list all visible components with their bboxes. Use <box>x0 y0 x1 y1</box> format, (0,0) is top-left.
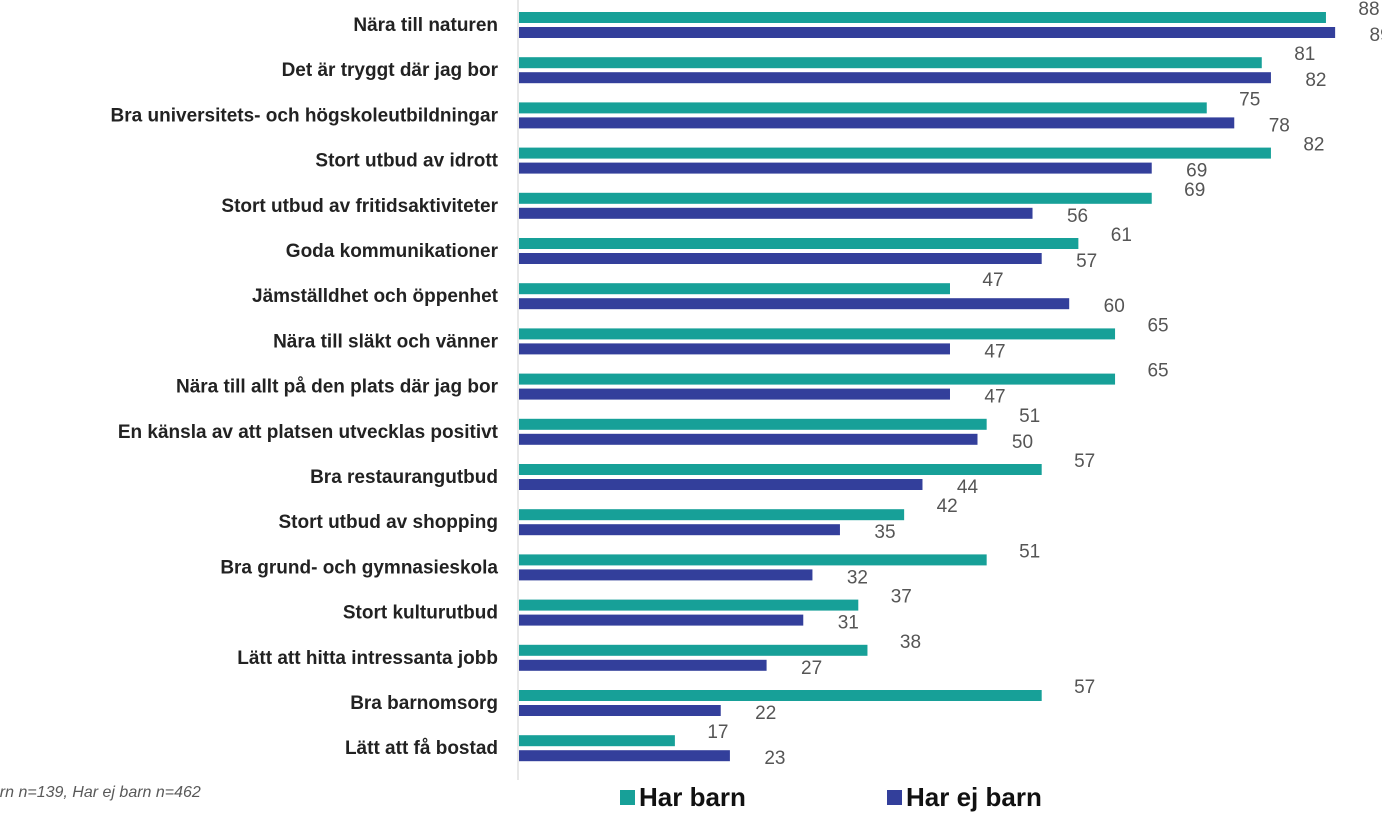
bar-chart: Nära till naturen Det är tryggt där jag b… <box>111 0 1382 780</box>
value-label: 57 <box>1074 677 1095 698</box>
category-label: Bra restaurangutbud <box>310 467 498 488</box>
bar-har-ej-barn <box>519 72 1271 84</box>
bar-har-barn <box>519 192 1152 204</box>
category-label: Det är tryggt där jag bor <box>282 60 499 81</box>
bar-har-ej-barn <box>519 569 813 581</box>
value-label: 78 <box>1269 115 1290 136</box>
category-label: Bra universitets- och högskoleutbildning… <box>111 105 499 126</box>
value-label: 69 <box>1186 161 1207 182</box>
bar-har-ej-barn <box>519 750 730 762</box>
value-label: 75 <box>1239 89 1260 110</box>
bar-har-barn <box>519 147 1271 159</box>
value-label: 47 <box>984 341 1005 362</box>
bar-har-ej-barn <box>519 117 1235 129</box>
value-label: 89 <box>1370 25 1382 46</box>
value-label: 56 <box>1067 206 1088 227</box>
bar-har-ej-barn <box>519 253 1042 264</box>
bar-har-barn <box>519 12 1326 23</box>
legend-item-har-barn: Har barn <box>620 782 746 813</box>
value-label: 57 <box>1074 451 1095 472</box>
value-label: 31 <box>838 613 859 634</box>
value-label: 37 <box>891 587 912 608</box>
bar-har-ej-barn <box>519 207 1033 219</box>
value-label: 57 <box>1076 251 1097 272</box>
value-label: 47 <box>984 387 1005 408</box>
value-label: 27 <box>801 658 822 679</box>
category-label: Goda kommunikationer <box>286 241 499 262</box>
value-label: 65 <box>1147 361 1168 382</box>
legend-label-har-barn: Har barn <box>639 782 746 812</box>
category-label: Stort utbud av fritidsaktiviteter <box>221 196 498 217</box>
legend-swatch-har-barn <box>620 790 635 805</box>
bar-har-ej-barn <box>519 659 767 671</box>
bar-har-barn <box>519 464 1042 475</box>
legend-swatch-har-ej-barn <box>887 790 902 805</box>
value-label: 61 <box>1111 225 1132 246</box>
value-label: 65 <box>1147 315 1168 336</box>
sample-size-note: barn n=139, Har ej barn n=462 <box>0 784 201 801</box>
category-label: Nära till släkt och vänner <box>273 331 499 352</box>
bar-har-ej-barn <box>519 388 950 400</box>
value-label: 82 <box>1303 135 1324 156</box>
category-label: Stort kulturutbud <box>343 603 498 624</box>
legend-item-har-ej-barn: Har ej barn <box>887 782 1042 813</box>
category-label: Jämställdhet och öppenhet <box>252 286 499 307</box>
category-label: En känsla av att platsen utvecklas posit… <box>118 422 499 443</box>
bar-har-ej-barn <box>519 27 1336 38</box>
category-label: Bra grund- och gymnasieskola <box>220 557 498 578</box>
category-label: Nära till naturen <box>353 15 498 36</box>
category-label: Stort utbud av shopping <box>278 512 498 533</box>
bar-har-barn <box>519 238 1079 249</box>
value-label: 32 <box>847 567 868 588</box>
value-label: 44 <box>957 477 979 498</box>
value-label: 42 <box>937 496 958 517</box>
category-labels: Nära till naturen Det är tryggt där jag b… <box>111 15 499 759</box>
bar-har-ej-barn <box>519 524 840 536</box>
value-label: 23 <box>764 748 785 769</box>
value-label: 82 <box>1305 70 1326 91</box>
value-label: 51 <box>1019 406 1040 427</box>
bar-har-ej-barn <box>519 479 923 490</box>
value-label: 22 <box>755 703 776 724</box>
bar-har-barn <box>519 735 675 747</box>
legend-label-har-ej-barn: Har ej barn <box>906 782 1042 812</box>
value-label: 81 <box>1294 44 1315 65</box>
bar-har-ej-barn <box>519 705 721 716</box>
bars <box>519 12 1336 762</box>
bar-har-barn <box>519 644 868 656</box>
bar-har-barn <box>519 283 950 295</box>
bar-har-barn <box>519 57 1262 69</box>
value-label: 38 <box>900 632 921 653</box>
category-label: Lätt att få bostad <box>345 738 498 759</box>
category-label: Stort utbud av idrott <box>315 151 498 172</box>
bar-har-barn <box>519 102 1207 114</box>
value-label: 50 <box>1012 432 1033 453</box>
bar-har-ej-barn <box>519 343 950 355</box>
bar-har-barn <box>519 554 987 566</box>
bar-har-ej-barn <box>519 433 978 445</box>
bar-har-barn <box>519 690 1042 701</box>
category-label: Bra barnomsorg <box>350 693 498 714</box>
value-label: 35 <box>874 522 895 543</box>
category-label: Nära till allt på den plats där jag bor <box>176 377 499 398</box>
bar-har-barn <box>519 509 905 521</box>
value-label: 88 <box>1358 0 1379 20</box>
bar-har-barn <box>519 599 859 611</box>
value-label: 17 <box>707 722 728 743</box>
value-label: 51 <box>1019 541 1040 562</box>
bar-har-ej-barn <box>519 162 1152 174</box>
bar-har-barn <box>519 418 987 430</box>
value-label: 69 <box>1184 180 1205 201</box>
bar-har-ej-barn <box>519 298 1070 310</box>
category-label: Lätt att hitta intressanta jobb <box>237 648 498 669</box>
bar-har-barn <box>519 328 1116 340</box>
bar-har-barn <box>519 373 1116 385</box>
value-label: 60 <box>1104 296 1125 317</box>
bar-har-ej-barn <box>519 614 804 626</box>
value-label: 47 <box>982 270 1003 291</box>
